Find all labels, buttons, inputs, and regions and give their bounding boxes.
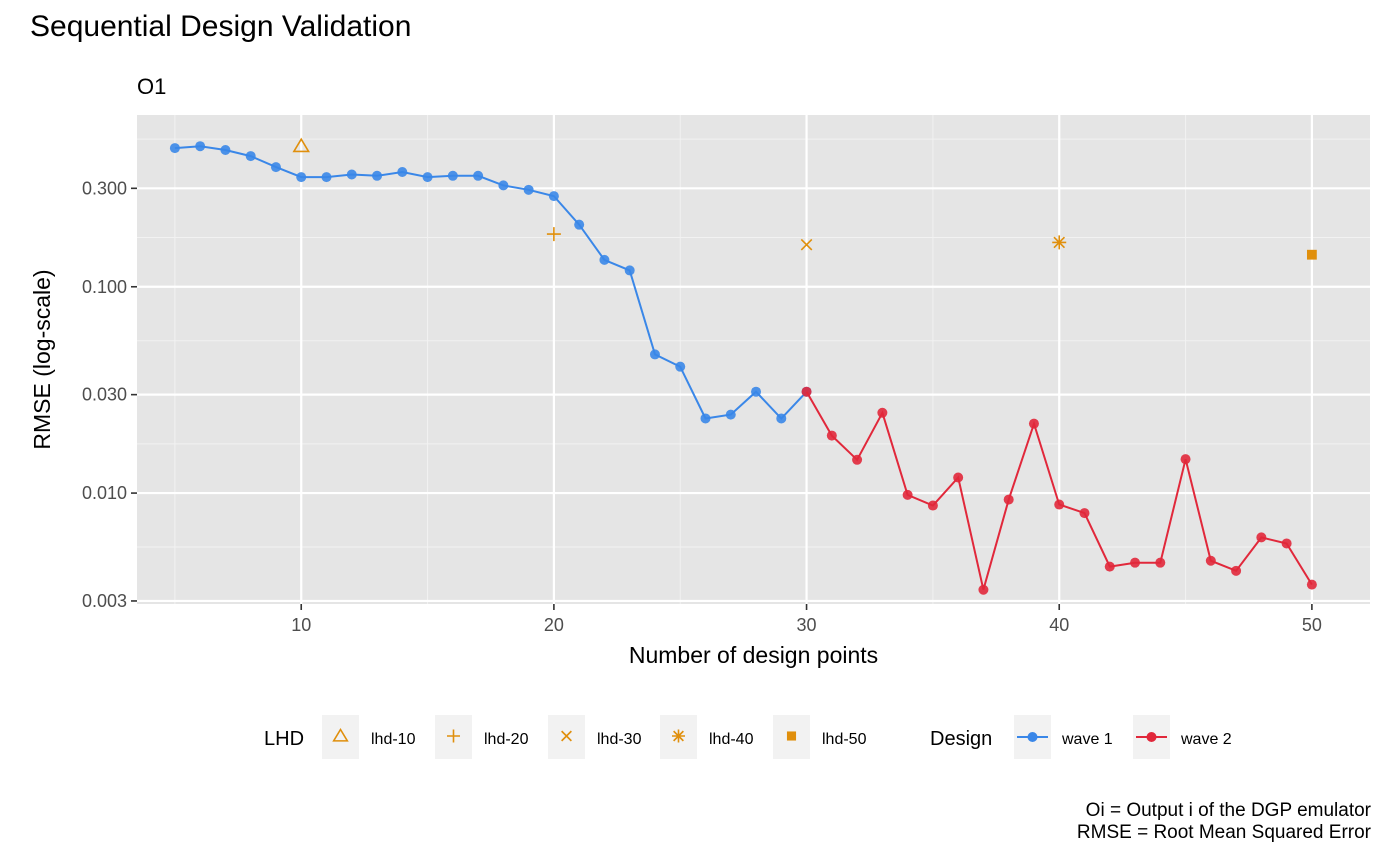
- data-point-wave-2: [1306, 579, 1317, 590]
- data-point-wave-1: [321, 172, 332, 183]
- x-tick-label: 30: [797, 615, 817, 635]
- data-point-wave-1: [776, 413, 787, 424]
- y-tick-label: 0.030: [82, 385, 127, 405]
- legend-key-point-wave-1: [1027, 732, 1038, 742]
- legend-title-lhd: LHD: [264, 728, 304, 750]
- legend-label-lhd-20: lhd-20: [484, 731, 529, 748]
- data-point-wave-2: [801, 386, 812, 397]
- data-point-wave-1: [599, 254, 610, 265]
- x-tick-label: 40: [1049, 615, 1069, 635]
- data-point-wave-1: [397, 166, 408, 177]
- data-point-wave-1: [195, 141, 206, 152]
- data-point-wave-2: [1130, 557, 1141, 568]
- plus-shape: [447, 729, 460, 743]
- y-axis-title: RMSE (log-scale): [29, 269, 55, 449]
- data-point-wave-2: [1104, 561, 1115, 572]
- data-point-wave-1: [220, 145, 231, 156]
- triangle-shape: [332, 727, 349, 742]
- x-tick-label: 20: [544, 615, 564, 635]
- x-tick-label: 10: [291, 615, 311, 635]
- data-point-wave-1: [169, 143, 180, 154]
- legend-label-wave-2: wave 2: [1180, 731, 1232, 748]
- data-point-wave-1: [751, 386, 762, 397]
- cross-shape: [561, 730, 572, 742]
- data-point-wave-1: [574, 219, 585, 230]
- data-point-wave-1: [498, 180, 509, 191]
- data-point-wave-1: [447, 170, 458, 181]
- x-tick-label: 50: [1302, 615, 1322, 635]
- lhd-point-lhd-20: [546, 227, 561, 242]
- legend-key-lhd-50: [786, 731, 797, 741]
- lhd-point-lhd-30: [800, 238, 813, 251]
- legend-label-wave-1: wave 1: [1061, 731, 1113, 748]
- asterisk-shape: [1052, 235, 1067, 250]
- x-axis-title: Number of design points: [629, 642, 878, 668]
- data-point-wave-1: [346, 169, 357, 180]
- y-tick-label: 0.100: [82, 277, 127, 297]
- plot-panel: [137, 115, 1370, 604]
- square-shape: [786, 731, 797, 741]
- data-point-wave-2: [927, 500, 938, 511]
- legend-key-bg: [322, 715, 359, 759]
- data-point-wave-1: [624, 265, 635, 276]
- y-tick-label: 0.003: [82, 591, 127, 611]
- data-point-wave-2: [826, 430, 837, 441]
- data-point-wave-2: [1054, 499, 1065, 510]
- data-point-wave-1: [649, 349, 660, 360]
- data-point-wave-2: [902, 489, 913, 500]
- data-point-wave-1: [422, 172, 433, 183]
- data-point-wave-2: [1028, 418, 1039, 429]
- y-tick-label: 0.010: [82, 483, 127, 503]
- plus-shape: [546, 227, 561, 242]
- caption-line-2: RMSE = Root Mean Squared Error: [1076, 822, 1371, 843]
- data-point-wave-2: [1079, 508, 1090, 519]
- legend-key-point-wave-2: [1146, 732, 1157, 742]
- chart-title: Sequential Design Validation: [30, 10, 412, 43]
- lhd-point-lhd-50: [1306, 249, 1317, 260]
- data-point-wave-2: [877, 407, 888, 418]
- asterisk-shape: [672, 729, 685, 743]
- caption: Oi = Output i of the DGP emulator RMSE =…: [1077, 800, 1371, 844]
- data-point-wave-2: [1180, 454, 1191, 465]
- data-point-wave-1: [270, 162, 281, 173]
- triangle-shape: [292, 137, 310, 153]
- data-point-wave-1: [473, 170, 484, 181]
- facet-label: O1: [137, 74, 167, 99]
- legend-key-lhd-20: [447, 729, 460, 743]
- data-point-wave-2: [1205, 555, 1216, 566]
- data-point-wave-1: [725, 409, 736, 420]
- legend-label-lhd-30: lhd-30: [597, 731, 642, 748]
- cross-shape: [800, 238, 813, 251]
- data-point-wave-1: [245, 151, 256, 162]
- data-point-wave-2: [953, 472, 964, 483]
- data-point-wave-2: [1256, 532, 1267, 543]
- data-point-wave-2: [978, 584, 989, 595]
- data-point-wave-2: [1281, 538, 1292, 549]
- data-point-wave-2: [852, 454, 863, 465]
- legend-key-lhd-40: [672, 729, 685, 743]
- data-point-wave-2: [1003, 494, 1014, 505]
- legend-label-lhd-10: lhd-10: [371, 731, 416, 748]
- legend-title-design: Design: [930, 728, 992, 750]
- legend-key-lhd-30: [561, 730, 572, 742]
- square-shape: [1306, 249, 1317, 260]
- data-point-wave-1: [296, 172, 307, 183]
- data-point-wave-1: [700, 413, 711, 424]
- data-point-wave-1: [548, 191, 559, 202]
- lhd-point-lhd-10: [292, 137, 310, 153]
- data-point-wave-1: [372, 170, 383, 181]
- data-point-wave-1: [675, 361, 686, 372]
- legend-key-lhd-10: [332, 727, 349, 742]
- y-tick-label: 0.300: [82, 178, 127, 198]
- data-point-wave-2: [1155, 557, 1166, 568]
- lhd-point-lhd-40: [1052, 235, 1067, 250]
- data-point-wave-1: [523, 184, 534, 195]
- data-point-wave-2: [1231, 565, 1242, 576]
- legend-label-lhd-50: lhd-50: [822, 731, 867, 748]
- caption-line-1: Oi = Output i of the DGP emulator: [1085, 800, 1371, 821]
- legend-label-lhd-40: lhd-40: [709, 731, 754, 748]
